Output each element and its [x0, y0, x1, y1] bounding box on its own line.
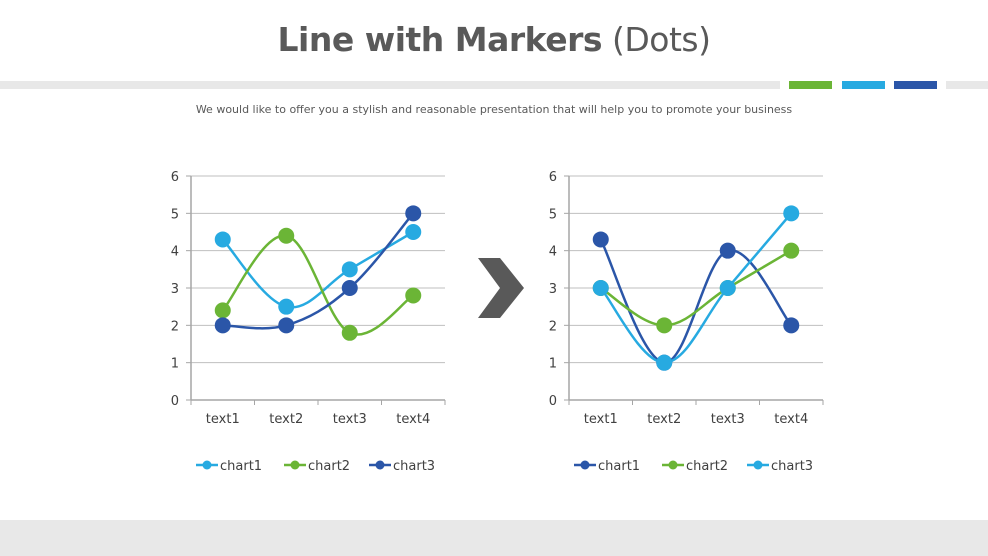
x-tick-label: text4: [774, 412, 808, 427]
data-point-chart3: [783, 205, 800, 222]
svg-text:chart3: chart3: [771, 459, 813, 474]
y-tick-label: 6: [171, 170, 179, 185]
y-tick-label: 1: [549, 357, 557, 372]
y-tick-label: 5: [549, 207, 557, 222]
series-line-chart2: [221, 234, 414, 336]
svg-text:chart1: chart1: [598, 459, 640, 474]
data-point-chart2: [405, 287, 422, 304]
svg-text:chart3: chart3: [393, 459, 435, 474]
subtitle: We would like to offer you a stylish and…: [195, 103, 793, 116]
y-tick-label: 5: [171, 207, 179, 222]
y-tick-label: 3: [171, 282, 179, 297]
title-light: (Dots): [612, 20, 711, 59]
data-point-chart1: [592, 231, 609, 248]
svg-text:chart2: chart2: [686, 459, 728, 474]
x-tick-label: text2: [647, 412, 681, 427]
data-point-chart2: [656, 317, 673, 334]
series-line-chart3: [599, 212, 793, 364]
x-tick-label: text2: [269, 412, 303, 427]
legend-item-chart1: chart1: [574, 459, 640, 474]
data-point-chart3: [592, 280, 609, 296]
data-point-chart1: [405, 224, 422, 240]
accent-bar-light-blue: [842, 81, 885, 89]
data-point-chart3: [214, 317, 231, 334]
footer-band: [0, 520, 988, 556]
line-chart-right: 0 1 2 3 4 5 6 text1 text2 text3 text4 chart1 chart2 c…: [549, 170, 824, 474]
data-point-chart3: [656, 354, 673, 371]
accent-bar-dark-blue: [894, 81, 937, 89]
header-divider-band: [0, 81, 780, 89]
data-point-chart2: [214, 302, 231, 319]
data-point-chart2: [341, 324, 358, 341]
accent-bar-green: [789, 81, 832, 89]
x-tick-label: text1: [206, 412, 240, 427]
y-tick-label: 4: [549, 245, 557, 260]
data-point-chart1: [341, 261, 358, 278]
svg-text:chart1: chart1: [220, 459, 262, 474]
chevron-right-icon: [478, 258, 524, 318]
data-point-chart3: [719, 280, 736, 296]
legend-item-chart2: chart2: [284, 459, 350, 474]
data-point-chart3: [405, 205, 422, 222]
y-tick-label: 6: [549, 170, 557, 185]
series-line-chart1: [221, 230, 414, 309]
series-line-chart2: [600, 249, 792, 327]
legend-item-chart1: chart1: [196, 459, 262, 474]
y-tick-label: 2: [171, 319, 179, 334]
header-divider-band-right: [946, 81, 988, 89]
data-point-chart3: [278, 317, 295, 334]
svg-text:chart2: chart2: [308, 459, 350, 474]
y-tick-label: 3: [549, 282, 557, 297]
x-tick-label: text4: [396, 412, 430, 427]
series-line-chart1: [599, 238, 793, 364]
data-point-chart3: [341, 280, 358, 296]
page-title: Line with Markers (Dots): [0, 20, 988, 59]
x-tick-label: text1: [584, 412, 618, 427]
data-point-chart2: [278, 227, 295, 244]
data-point-chart2: [783, 242, 800, 259]
series-line-chart3: [222, 212, 415, 330]
y-tick-label: 2: [549, 319, 557, 334]
legend-item-chart3: chart3: [747, 459, 813, 474]
line-chart-left: 0 1 2 3 4 5 6 text1 text2 text3 text4 chart1 chart2 c…: [171, 170, 446, 474]
title-bold: Line with Markers: [277, 20, 603, 59]
y-tick-label: 4: [171, 245, 179, 260]
y-tick-label: 0: [171, 394, 179, 409]
data-point-chart1: [719, 242, 736, 259]
x-tick-label: text3: [711, 412, 745, 427]
legend-item-chart2: chart2: [662, 459, 728, 474]
x-tick-label: text3: [333, 412, 367, 427]
legend-item-chart3: chart3: [369, 459, 435, 474]
y-tick-label: 1: [171, 357, 179, 372]
data-point-chart1: [783, 317, 800, 334]
y-tick-label: 0: [549, 394, 557, 409]
data-point-chart1: [214, 231, 231, 248]
data-point-chart1: [278, 298, 295, 315]
